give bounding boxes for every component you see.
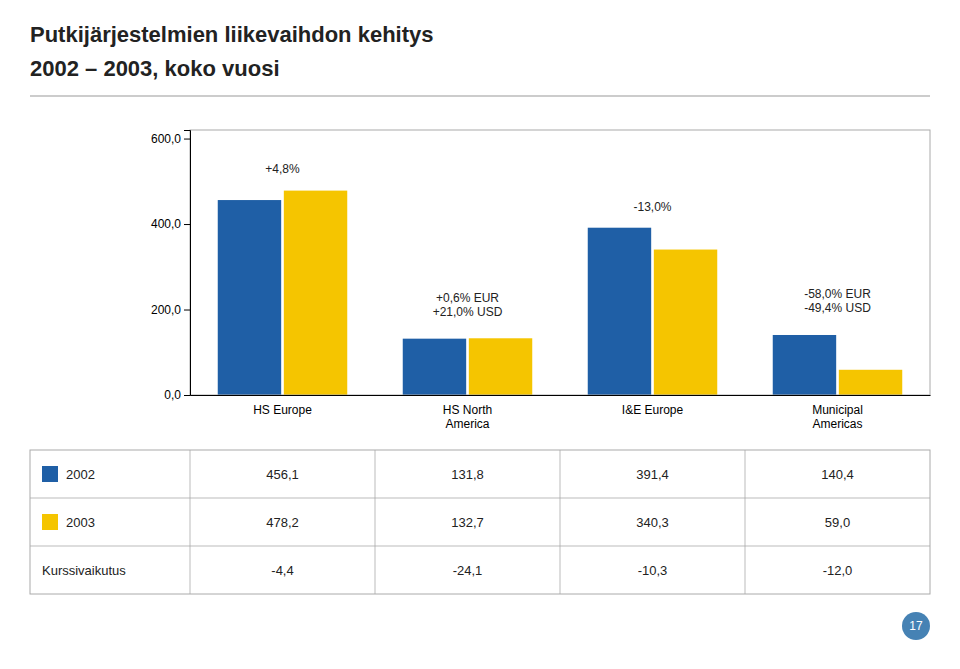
x-axis-line: [191, 395, 931, 396]
y-tick-label: 200,0: [151, 303, 181, 317]
table-cell: 131,8: [451, 467, 484, 482]
table-row-line: [30, 498, 930, 499]
y-tick: 200,0: [151, 303, 190, 317]
y-tick-mark: [184, 395, 190, 396]
bar: [654, 250, 717, 395]
bar: [773, 335, 836, 395]
table-column-line: [745, 450, 746, 594]
x-axis: HS Europe HS NorthAmerica I&E Europe Munici…: [191, 395, 931, 431]
bar: [284, 191, 347, 395]
table-cell: -4,4: [271, 563, 293, 578]
subtitle: 2002 – 2003, koko vuosi: [30, 56, 280, 81]
y-tick-mark: [184, 139, 190, 140]
page-number-badge: [902, 612, 930, 640]
separator: [30, 96, 930, 97]
bars: [218, 191, 903, 395]
y-tick-label: 600,0: [151, 132, 181, 146]
bar: [469, 338, 532, 395]
x-tick-label-line: HS North: [443, 403, 492, 417]
page-number-text: 17: [909, 619, 923, 633]
y-tick: 0,0: [164, 388, 190, 402]
annotation: +0,6% EUR+21,0% USD: [433, 291, 503, 319]
x-tick-label: HS NorthAmerica: [443, 403, 492, 431]
table-cell: 340,3: [636, 515, 669, 530]
x-tick-label-line: Municipal: [812, 403, 863, 417]
annotation: -58,0% EUR-49,4% USD: [804, 287, 871, 315]
x-tick-label-line: America: [445, 417, 489, 431]
table-cell: 59,0: [825, 515, 850, 530]
table-cell: 391,4: [636, 467, 669, 482]
annotation-line: -58,0% EUR: [804, 287, 871, 301]
page-number: 17: [902, 612, 930, 640]
x-tick: HS Europe: [253, 395, 312, 417]
table-swatch: [42, 466, 58, 482]
bar: [588, 228, 651, 395]
table-column-line: [560, 450, 561, 594]
annotation: -13,0%: [633, 200, 671, 214]
x-tick: HS NorthAmerica: [443, 395, 492, 431]
y-axis-line: [184, 131, 191, 396]
table-row-label: 2003: [66, 515, 95, 530]
annotation-line: +0,6% EUR: [436, 291, 499, 305]
annotation-line: -13,0%: [633, 200, 671, 214]
annotation-line: -49,4% USD: [804, 301, 871, 315]
y-tick: 400,0: [151, 217, 190, 231]
bar: [403, 339, 466, 395]
annotation: +4,8%: [265, 162, 300, 176]
plot-frame: [190, 130, 930, 395]
table-row-label: 2002: [66, 467, 95, 482]
table-column-line: [190, 450, 191, 594]
table-cell: 456,1: [266, 467, 299, 482]
y-tick-label: 0,0: [164, 388, 181, 402]
x-tick: I&E Europe: [622, 395, 684, 417]
y-tick-mark: [184, 224, 190, 225]
table-cell: 140,4: [821, 467, 854, 482]
y-tick: 600,0: [151, 132, 190, 146]
table-cell: 478,2: [266, 515, 299, 530]
x-tick-label-line: I&E Europe: [622, 403, 684, 417]
x-tick-label: I&E Europe: [622, 403, 684, 417]
x-tick-label-line: HS Europe: [253, 403, 312, 417]
table-cell: -12,0: [823, 563, 853, 578]
bar-series: [284, 191, 902, 395]
table-frame: [30, 450, 930, 594]
x-tick-label-line: Americas: [812, 417, 862, 431]
table-cell: -24,1: [453, 563, 483, 578]
table: 2002 456,1 131,8 391,4 140,4 2003 478,2 132,7 34…: [30, 450, 930, 594]
y-axis: 0,0 200,0 400,0 600,0: [151, 131, 191, 403]
bar: [218, 200, 281, 395]
title: Putkijärjestelmien liikevaihdon kehitys: [30, 22, 434, 47]
y-tick-mark: [184, 310, 190, 311]
x-tick-label: MunicipalAmericas: [812, 403, 863, 431]
bar: [839, 370, 902, 395]
y-tick-label: 400,0: [151, 217, 181, 231]
chart-svg: Putkijärjestelmien liikevaihdon kehitys 2…: [0, 0, 960, 669]
annotation-line: +21,0% USD: [433, 305, 503, 319]
table-row-line: [30, 546, 930, 547]
table-cell: -10,3: [638, 563, 668, 578]
table-column-line: [375, 450, 376, 594]
x-tick-label: HS Europe: [253, 403, 312, 417]
table-swatch: [42, 514, 58, 530]
x-tick: MunicipalAmericas: [812, 395, 863, 431]
table-cell: 132,7: [451, 515, 484, 530]
table-row-label: Kurssivaikutus: [42, 563, 126, 578]
annotations: +4,8% +0,6% EUR+21,0% USD -13,0% -58,0% EUR…: [265, 162, 871, 319]
annotation-line: +4,8%: [265, 162, 300, 176]
